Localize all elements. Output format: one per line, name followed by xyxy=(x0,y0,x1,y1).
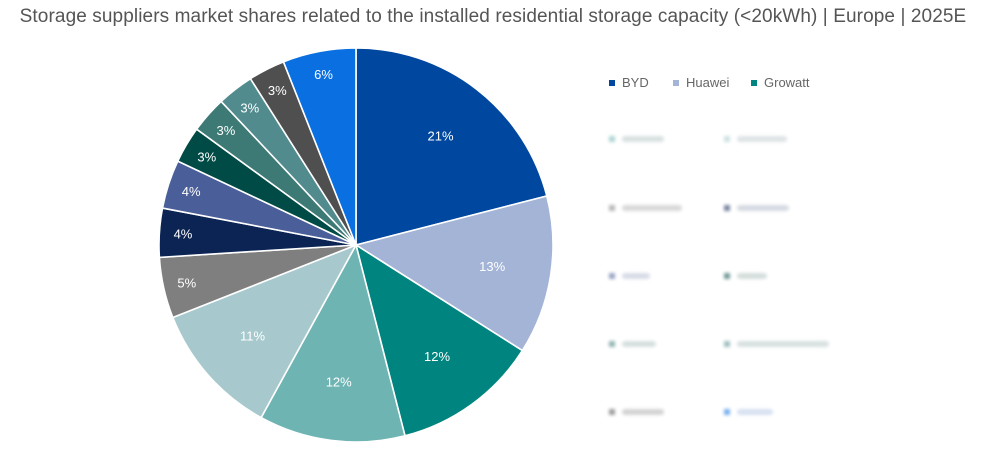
slice-value-label: 13% xyxy=(479,259,505,274)
chart-title: Storage suppliers market shares related … xyxy=(19,6,967,27)
pie-slice xyxy=(355,47,548,247)
slice-value-label: 4% xyxy=(182,184,201,199)
slice-value-label: 3% xyxy=(240,101,259,116)
slice-value-label: 3% xyxy=(268,83,287,98)
slice-value-label: 4% xyxy=(174,227,193,242)
pie-slice xyxy=(354,243,524,437)
slice-value-label: 3% xyxy=(197,149,216,164)
slice-value-label: 12% xyxy=(424,349,450,364)
slice-value-label: 11% xyxy=(240,329,265,344)
pie-slice xyxy=(282,47,357,246)
slice-value-label: 12% xyxy=(326,374,352,389)
slice-value-label: 3% xyxy=(217,123,236,138)
pie-slice xyxy=(171,243,358,419)
slice-value-label: 21% xyxy=(428,129,454,144)
pie-slice xyxy=(260,242,406,443)
slice-value-label: 6% xyxy=(314,67,333,82)
pie-slice xyxy=(354,195,554,352)
pie-labels: 21%13%12%12%11%5%4%4%3%3%3%3%6% xyxy=(174,67,506,389)
pie-slices xyxy=(158,47,554,443)
slice-value-label: 5% xyxy=(177,275,196,290)
